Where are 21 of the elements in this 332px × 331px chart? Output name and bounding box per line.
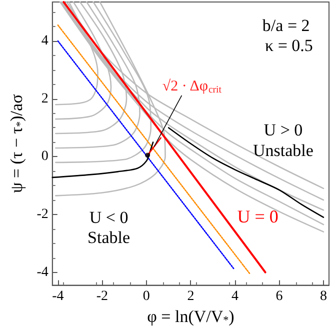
x-tick-label: 0 — [142, 288, 150, 304]
annotation: U < 0 — [89, 208, 128, 227]
x-tick-label: -2 — [96, 288, 108, 304]
x-tick-label: 8 — [320, 288, 327, 304]
x-tick-label: 4 — [231, 288, 238, 304]
y-tick-label: 2 — [41, 91, 48, 106]
annotation: U > 0 — [264, 120, 303, 140]
annotation: Unstable — [253, 140, 314, 160]
x-tick-label: -4 — [52, 288, 64, 304]
y-tick-label: 0 — [41, 149, 48, 164]
annotation: b/a = 2 — [262, 16, 310, 35]
y-tick-label: -4 — [36, 264, 48, 280]
x-tick-label: 6 — [276, 288, 283, 304]
annotation: κ = 0.5 — [265, 36, 313, 56]
y-tick-label: 4 — [41, 34, 48, 49]
y-axis-title: ψ = (τ − τ*)/aσ — [7, 94, 26, 194]
x-axis-title: φ = ln(V/V*) — [147, 307, 234, 326]
annotation: Stable — [88, 228, 130, 248]
y-tick-label: -2 — [36, 206, 48, 222]
series-label: U = 0 — [237, 206, 278, 226]
x-tick-label: 2 — [187, 288, 194, 304]
